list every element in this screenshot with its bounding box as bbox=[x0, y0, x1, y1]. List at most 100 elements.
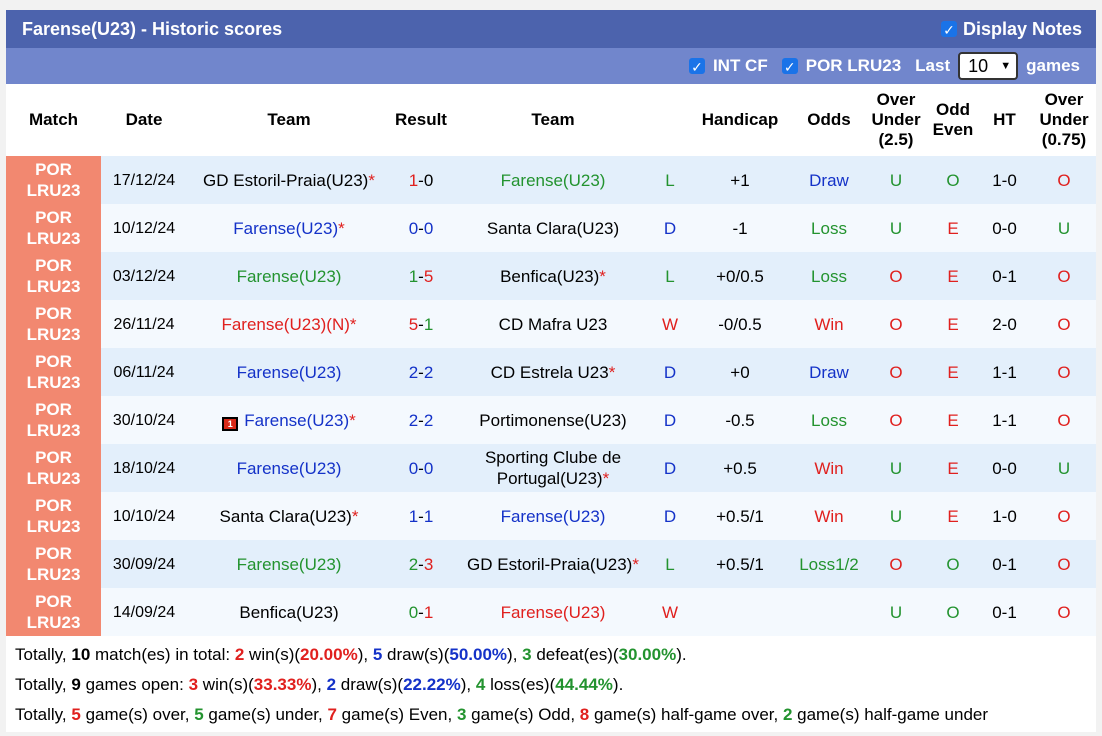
home-team-link[interactable]: Benfica(U23) bbox=[239, 602, 339, 622]
away-score[interactable]: 2 bbox=[423, 410, 434, 430]
away-team-link[interactable]: GD Estoril-Praia(U23) bbox=[467, 554, 633, 574]
col-wl bbox=[655, 84, 685, 156]
away-score[interactable]: 0 bbox=[423, 170, 434, 190]
por-lru23-checkbox[interactable]: ✓ bbox=[781, 58, 798, 75]
away-team-link[interactable]: Santa Clara(U23) bbox=[486, 218, 620, 238]
home-score[interactable]: 1 bbox=[408, 266, 419, 286]
wl-cell: D bbox=[655, 396, 685, 444]
away-score[interactable]: 0 bbox=[423, 458, 434, 478]
away-team-link[interactable]: Farense(U23) bbox=[500, 602, 606, 622]
por-lru23-filter[interactable]: ✓ POR LRU23 bbox=[781, 56, 901, 76]
league-cell[interactable]: POR LRU23 bbox=[6, 252, 101, 300]
summary-segment: ), bbox=[357, 645, 373, 664]
league-label[interactable]: POR LRU23 bbox=[26, 256, 81, 296]
league-label[interactable]: POR LRU23 bbox=[26, 352, 81, 392]
home-star-marker: * bbox=[349, 314, 357, 334]
handicap-value: +0/0.5 bbox=[716, 266, 764, 286]
over-under-ht-value: O bbox=[1057, 554, 1071, 574]
summary: Totally, 10 match(es) in total: 2 win(s)… bbox=[6, 636, 1096, 730]
away-score[interactable]: 5 bbox=[423, 266, 434, 286]
league-cell[interactable]: POR LRU23 bbox=[6, 204, 101, 252]
ht-cell: 1-1 bbox=[977, 348, 1032, 396]
summary-segment: 50.00% bbox=[449, 645, 508, 664]
away-team-link[interactable]: Farense(U23) bbox=[500, 506, 606, 526]
home-team-cell: 1 Farense(U23)* bbox=[187, 396, 391, 444]
last-games-select[interactable]: 10 ▼ bbox=[958, 52, 1019, 80]
home-team-link[interactable]: Santa Clara(U23) bbox=[219, 506, 352, 526]
home-score[interactable]: 0 bbox=[408, 458, 419, 478]
league-cell[interactable]: POR LRU23 bbox=[6, 492, 101, 540]
away-team-link[interactable]: CD Mafra U23 bbox=[498, 314, 608, 334]
away-team-link[interactable]: CD Estrela U23 bbox=[490, 362, 609, 382]
league-label[interactable]: POR LRU23 bbox=[26, 208, 81, 248]
half-time-score: 0-1 bbox=[992, 554, 1017, 574]
summary-segment: 3 bbox=[456, 705, 467, 724]
display-notes-checkbox[interactable]: ✓ bbox=[940, 21, 957, 38]
result-cell: 2-3 bbox=[391, 540, 451, 588]
away-team-link[interactable]: Portimonense(U23) bbox=[479, 410, 627, 430]
summary-segment: win(s)( bbox=[198, 675, 254, 694]
int-cf-checkbox[interactable]: ✓ bbox=[688, 58, 705, 75]
league-cell[interactable]: POR LRU23 bbox=[6, 300, 101, 348]
home-team-link[interactable]: Farense(U23) bbox=[236, 554, 342, 574]
odds-cell bbox=[795, 588, 863, 636]
home-team-link[interactable]: Farense(U23) bbox=[236, 266, 342, 286]
league-label[interactable]: POR LRU23 bbox=[26, 400, 81, 440]
home-score[interactable]: 0 bbox=[408, 602, 419, 622]
home-team-link[interactable]: Farense(U23) bbox=[233, 218, 339, 238]
score-separator: - bbox=[418, 554, 424, 574]
league-label[interactable]: POR LRU23 bbox=[26, 304, 81, 344]
home-score[interactable]: 1 bbox=[408, 170, 419, 190]
league-label[interactable]: POR LRU23 bbox=[26, 160, 81, 200]
away-team-link[interactable]: Sporting Clube de Portugal(U23) bbox=[484, 448, 622, 488]
home-score[interactable]: 2 bbox=[408, 362, 419, 382]
home-team-link[interactable]: Farense(U23)(N) bbox=[221, 314, 350, 334]
handicap-cell: +0.5/1 bbox=[685, 540, 795, 588]
home-team-link[interactable]: Farense(U23) bbox=[236, 362, 342, 382]
home-score[interactable]: 2 bbox=[408, 410, 419, 430]
away-team-link[interactable]: Farense(U23) bbox=[500, 170, 606, 190]
odds-result: Draw bbox=[809, 170, 849, 190]
home-team-link[interactable]: Farense(U23) bbox=[244, 410, 350, 430]
display-notes-toggle[interactable]: ✓ Display Notes bbox=[940, 19, 1082, 40]
away-score[interactable]: 0 bbox=[423, 218, 434, 238]
league-label[interactable]: POR LRU23 bbox=[26, 496, 81, 536]
summary-segment: match(es) in total: bbox=[90, 645, 235, 664]
away-score[interactable]: 1 bbox=[423, 602, 434, 622]
away-score[interactable]: 1 bbox=[423, 314, 434, 334]
odds-result: Win bbox=[814, 506, 844, 526]
league-label[interactable]: POR LRU23 bbox=[26, 592, 81, 632]
odds-result: Win bbox=[814, 314, 844, 334]
away-score[interactable]: 1 bbox=[423, 506, 434, 526]
league-cell[interactable]: POR LRU23 bbox=[6, 540, 101, 588]
date-cell: 26/11/24 bbox=[101, 300, 187, 348]
league-cell[interactable]: POR LRU23 bbox=[6, 348, 101, 396]
home-score[interactable]: 2 bbox=[408, 554, 419, 574]
league-cell[interactable]: POR LRU23 bbox=[6, 396, 101, 444]
summary-segment: draw(s)( bbox=[382, 645, 450, 664]
home-score[interactable]: 0 bbox=[408, 218, 419, 238]
result-cell: 2-2 bbox=[391, 348, 451, 396]
summary-segment: 4 bbox=[475, 675, 486, 694]
win-loss-indicator: D bbox=[663, 218, 677, 238]
league-cell[interactable]: POR LRU23 bbox=[6, 588, 101, 636]
summary-segment: 7 bbox=[327, 705, 337, 724]
away-score[interactable]: 3 bbox=[423, 554, 434, 574]
home-score[interactable]: 5 bbox=[408, 314, 419, 334]
int-cf-filter[interactable]: ✓ INT CF bbox=[688, 56, 768, 76]
league-cell[interactable]: POR LRU23 bbox=[6, 444, 101, 492]
league-label[interactable]: POR LRU23 bbox=[26, 544, 81, 584]
home-team-link[interactable]: GD Estoril-Praia(U23) bbox=[203, 170, 369, 190]
half-time-score: 0-1 bbox=[992, 266, 1017, 286]
away-team-link[interactable]: Benfica(U23) bbox=[500, 266, 600, 286]
odd-even-cell: O bbox=[929, 156, 977, 204]
home-team-link[interactable]: Farense(U23) bbox=[236, 458, 342, 478]
league-label[interactable]: POR LRU23 bbox=[26, 448, 81, 488]
summary-segment: game(s) half-game over, bbox=[589, 705, 783, 724]
away-score[interactable]: 2 bbox=[423, 362, 434, 382]
home-score[interactable]: 1 bbox=[408, 506, 419, 526]
over-under-value: U bbox=[889, 458, 903, 478]
summary-segment: ), bbox=[311, 675, 327, 694]
wl-cell: D bbox=[655, 204, 685, 252]
league-cell[interactable]: POR LRU23 bbox=[6, 156, 101, 204]
